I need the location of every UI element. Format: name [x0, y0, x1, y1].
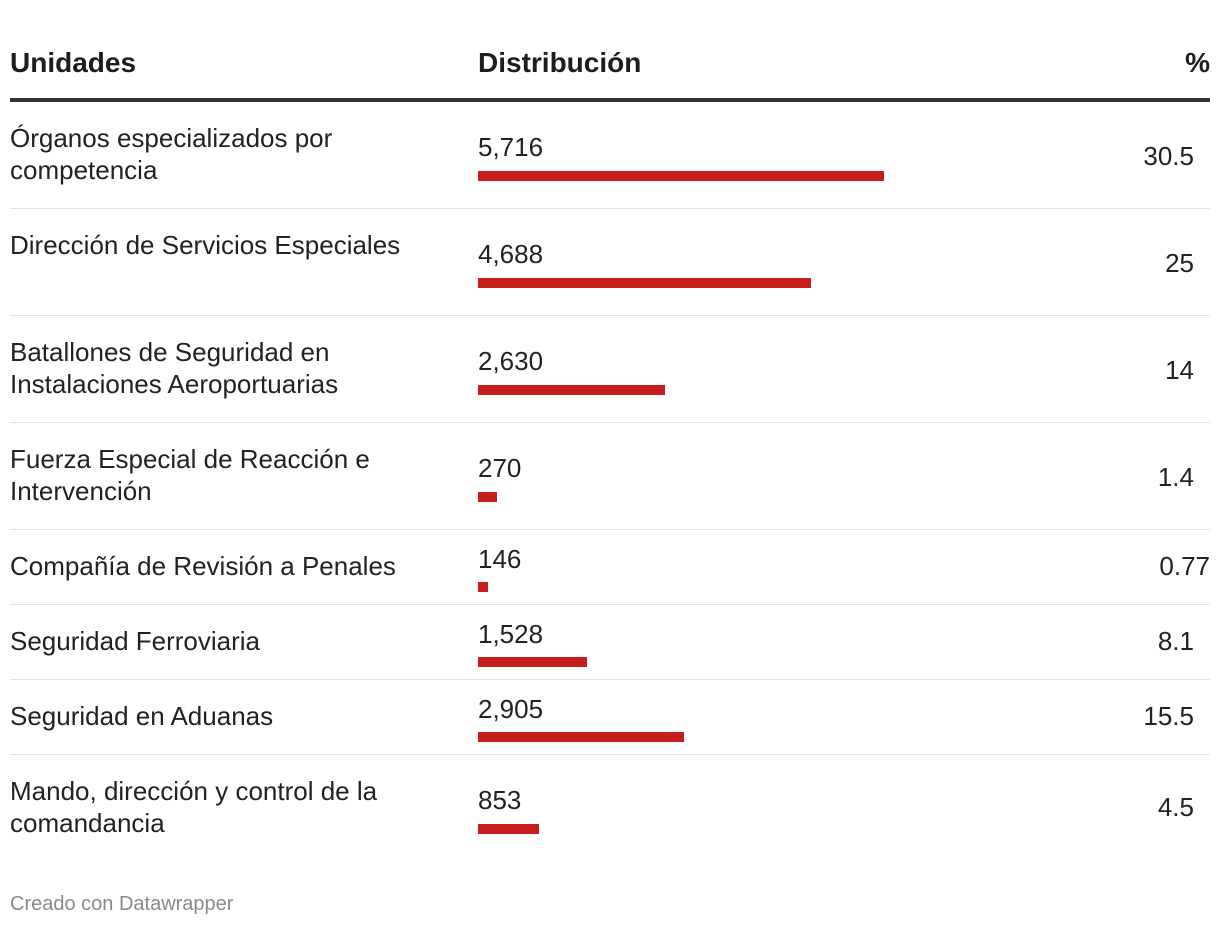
distribution-bar [478, 824, 539, 834]
unit-label: Compañía de Revisión a Penales [10, 551, 396, 581]
table-row: Compañía de Revisión a Penales 146 0.77 [10, 530, 1210, 605]
distribution-bar [478, 582, 488, 592]
distribution-bar [478, 492, 497, 502]
percent-value: 14 [1165, 355, 1194, 385]
table-header: Unidades Distribución % [10, 0, 1210, 102]
distribution-value: 2,630 [478, 346, 544, 376]
distribution-value: 2,905 [478, 694, 544, 724]
distribution-value: 853 [478, 785, 522, 815]
unit-label: Seguridad en Aduanas [10, 701, 274, 731]
unit-label: Órganos especializados por competencia [10, 123, 333, 185]
table-row: Mando, dirección y control de la comanda… [10, 755, 1210, 861]
unit-label: Seguridad Ferroviaria [10, 626, 261, 656]
table-row: Seguridad en Aduanas 2,905 15.5 [10, 680, 1210, 755]
percent-value: 1.4 [1157, 462, 1194, 492]
percent-value: 8.1 [1157, 626, 1194, 656]
distribution-bar [478, 732, 684, 742]
distribution-bar [478, 171, 884, 181]
distribution-bar [478, 385, 665, 395]
table-row: Fuerza Especial de Reacción e Intervenci… [10, 423, 1210, 530]
unit-label: Dirección de Servicios Especiales [10, 230, 401, 260]
percent-value: 4.5 [1157, 792, 1194, 822]
distribution-value: 1,528 [478, 619, 544, 649]
percent-value: 15.5 [1143, 701, 1194, 731]
data-table: Unidades Distribución % Órganos especial… [10, 0, 1210, 861]
table-row: Dirección de Servicios Especiales 4,688 25 [10, 209, 1210, 316]
percent-value: 0.77 [1159, 551, 1210, 581]
header-distribucion: Distribución [478, 47, 642, 78]
distribution-value: 4,688 [478, 239, 544, 269]
percent-value: 25 [1165, 248, 1194, 278]
table-row: Órganos especializados por competencia 5,… [10, 102, 1210, 209]
table-row: Seguridad Ferroviaria 1,528 8.1 [10, 605, 1210, 680]
datawrapper-credit: Creado con Datawrapper [10, 893, 234, 915]
table-body: Órganos especializados por competencia 5,… [10, 102, 1210, 861]
unit-label: Fuerza Especial de Reacción e Intervenci… [10, 444, 370, 506]
distribution-value: 270 [478, 453, 522, 483]
percent-value: 30.5 [1143, 141, 1194, 171]
header-unidades: Unidades [10, 47, 137, 78]
unit-label: Batallones de Seguridad en Instalaciones… [10, 337, 339, 399]
unit-label: Mando, dirección y control de la comanda… [10, 776, 378, 838]
table-row: Batallones de Seguridad en Instalaciones… [10, 316, 1210, 423]
distribution-bar [478, 657, 587, 667]
header-percent: % [1185, 47, 1210, 78]
distribution-value: 146 [478, 544, 522, 574]
distribution-value: 5,716 [478, 132, 544, 162]
distribution-bar [478, 278, 811, 288]
